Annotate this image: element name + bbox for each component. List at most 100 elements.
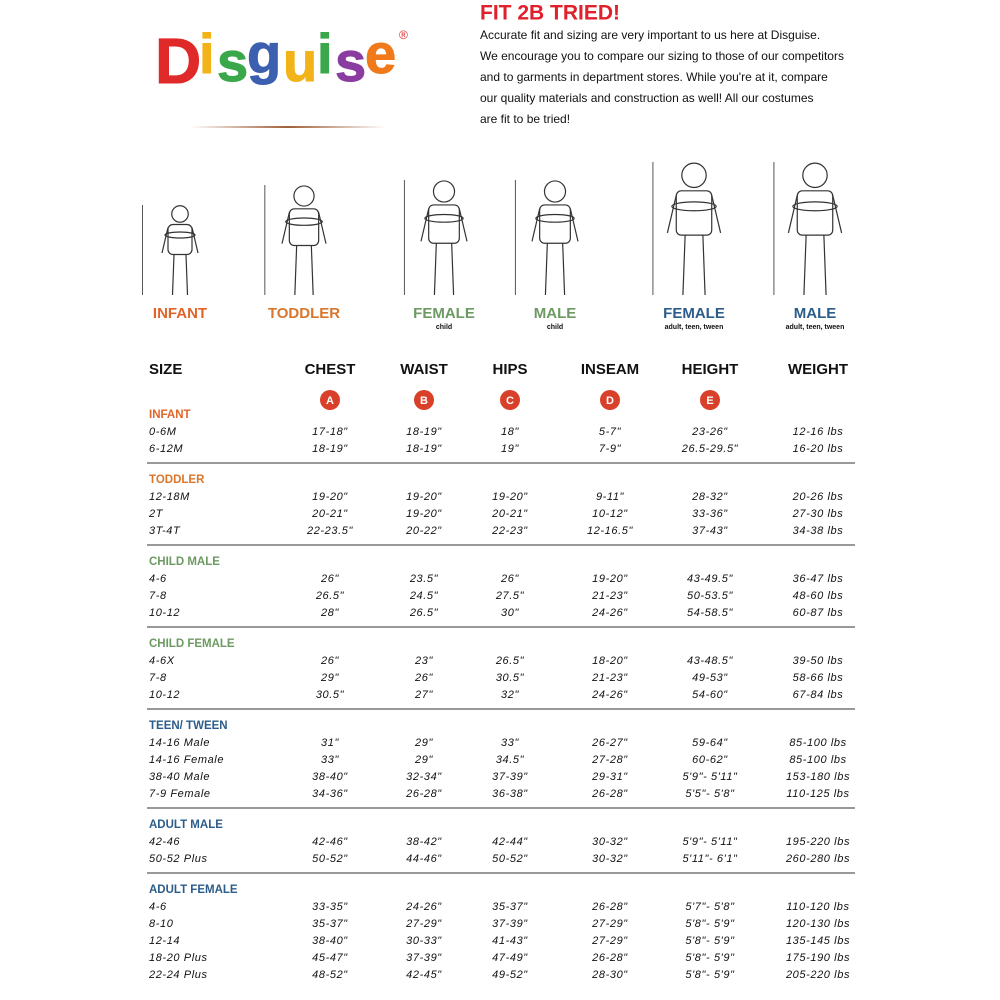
cell: 0-6M — [149, 426, 177, 438]
figure-outline — [161, 227, 169, 254]
logo-letter: s — [335, 30, 366, 93]
column-header: SIZE — [149, 361, 182, 378]
logo-registered: ® — [399, 28, 408, 42]
cell: 6-12M — [149, 443, 183, 455]
figure-outline — [310, 245, 314, 296]
group-heading: ADULT MALE — [149, 819, 223, 831]
cell: 5'8"- 5'9" — [685, 969, 735, 981]
cell: 36-38" — [492, 788, 528, 800]
cell: 5'5"- 5'8" — [685, 788, 735, 800]
cell: 19-20" — [406, 508, 442, 520]
cell: 29-31" — [591, 771, 628, 783]
cell: 27-30 lbs — [792, 508, 844, 520]
cell: 10-12 — [149, 607, 180, 619]
cell: 39-50 lbs — [793, 655, 844, 667]
intro-line: We encourage you to compare our sizing t… — [480, 49, 844, 63]
figure-outline — [428, 204, 460, 244]
intro-line: our quality materials and construction a… — [480, 91, 814, 105]
figure-outline — [185, 254, 189, 296]
figure-outline — [543, 180, 567, 203]
cell: 29" — [414, 737, 433, 749]
cell: 19-20" — [406, 491, 442, 503]
figure-outline — [531, 208, 541, 242]
cell: 37-39" — [492, 918, 528, 930]
figure-label: TODDLER — [268, 305, 340, 322]
cell: 26-27" — [591, 737, 628, 749]
cell: 32-34" — [406, 771, 442, 783]
figure-outline — [711, 195, 722, 234]
column-header: CHEST — [305, 361, 356, 378]
figure-outline — [433, 243, 437, 296]
cell: 38-40 Male — [149, 771, 210, 783]
figure-outline — [562, 243, 566, 296]
figure-sublabel: child — [547, 324, 563, 331]
figure-label: INFANT — [153, 305, 207, 322]
cell: 33-36" — [692, 508, 728, 520]
cell: 33-35" — [312, 901, 348, 913]
cell: 26.5" — [495, 655, 525, 667]
cell: 21-23" — [591, 672, 628, 684]
cell: 27" — [414, 689, 433, 701]
cell: 5'8"- 5'9" — [685, 952, 735, 964]
cell: 24-26" — [591, 607, 628, 619]
cell: 50-53.5" — [687, 590, 734, 602]
figure-sublabel: child — [436, 324, 452, 331]
cell: 26" — [320, 655, 339, 667]
cell: 30-32" — [592, 836, 628, 848]
cell: 35-37" — [312, 918, 348, 930]
figure-sublabel: adult, teen, tween — [786, 324, 845, 331]
cell: 20-26 lbs — [792, 491, 844, 503]
cell: 34-36" — [312, 788, 348, 800]
cell: 31" — [321, 737, 339, 749]
cell: 18-19" — [312, 443, 348, 455]
column-header: WEIGHT — [788, 361, 848, 378]
cell: 49-53" — [692, 672, 728, 684]
cell: 22-23" — [491, 525, 528, 537]
cell: 26.5" — [409, 607, 439, 619]
cell: 26.5" — [315, 590, 345, 602]
cell: 195-220 lbs — [786, 836, 850, 848]
cell: 153-180 lbs — [786, 771, 850, 783]
cell: 21-23" — [591, 590, 628, 602]
badge-letter: C — [506, 395, 514, 407]
figure-outline — [823, 235, 827, 296]
group-heading: INFANT — [149, 409, 191, 421]
logo-letter: D — [155, 25, 201, 97]
cell: 5'9"- 5'11" — [682, 836, 738, 848]
cell: 29" — [320, 672, 339, 684]
cell: 28" — [320, 607, 339, 619]
intro-line: and to garments in department stores. Wh… — [480, 70, 828, 84]
figure-outline — [318, 212, 327, 244]
cell: 26-28" — [591, 788, 628, 800]
cell: 19-20" — [492, 491, 528, 503]
figure-outline — [681, 162, 707, 189]
column-header: HIPS — [492, 361, 527, 378]
cell: 14-16 Male — [149, 737, 210, 749]
cell: 22-23.5" — [306, 525, 354, 537]
cell: 12-14 — [149, 935, 180, 947]
figure-outline — [281, 212, 290, 244]
cell: 43-48.5" — [687, 655, 734, 667]
cell: 30.5" — [316, 689, 345, 701]
cell: 54-58.5" — [687, 607, 734, 619]
cell: 34-38 lbs — [793, 525, 844, 537]
logo-underline — [190, 126, 386, 128]
badge — [500, 390, 520, 410]
cell: 27-29" — [591, 918, 628, 930]
cell: 10-12" — [592, 508, 628, 520]
cell: 4-6X — [149, 655, 175, 667]
figure-outline — [191, 227, 199, 254]
figure-outline — [424, 213, 464, 223]
cell: 35-37" — [492, 901, 528, 913]
cell: 5'8"- 5'9" — [685, 935, 735, 947]
cell: 59-64" — [692, 737, 728, 749]
logo-letter: i — [317, 22, 333, 85]
cell: 50-52" — [492, 853, 528, 865]
cell: 47-49" — [492, 952, 528, 964]
badge-letter: B — [420, 395, 428, 407]
cell: 34.5" — [496, 754, 525, 766]
cell: 30-32" — [592, 853, 628, 865]
group-heading: ADULT FEMALE — [149, 884, 238, 896]
cell: 4-6 — [149, 573, 167, 585]
